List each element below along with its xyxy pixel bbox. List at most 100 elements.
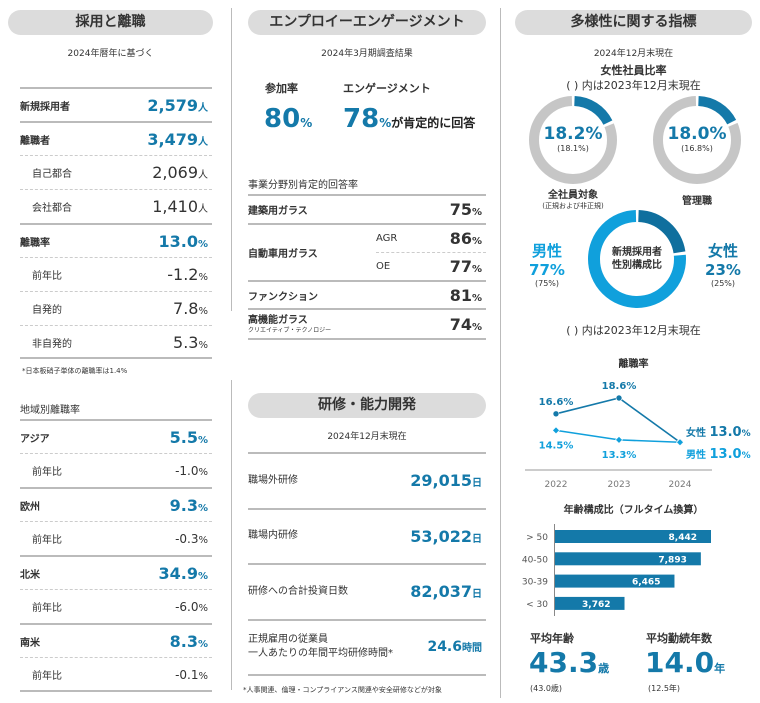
line-chart-title: 離職率 — [618, 359, 649, 370]
x-tick-label: 2023 — [608, 480, 631, 490]
hiring-row: 前年比 -1.2% — [20, 257, 212, 291]
engagement-value: 78%が肯定的に回答 — [343, 104, 476, 134]
all-employees-donut-ring — [529, 96, 617, 184]
region-yoy-row: 前年比 -1.0% — [20, 453, 212, 487]
row-label: アジア — [20, 433, 50, 445]
region-table: アジア 5.5% 前年比 -1.0% 欧州 9.3% 前年比 -0.3% 北米 34.9% 前年比 -… — [20, 419, 212, 691]
hiring-row: 会社都合 1,410人 — [20, 189, 212, 223]
male-ratio: 男性 77% (75%) — [529, 242, 565, 288]
end-label: 男性 13.0% — [686, 447, 751, 462]
row-value: 13.0% — [158, 231, 208, 251]
row-value: -1.0% — [175, 463, 208, 478]
row-label: 欧州 — [20, 501, 40, 513]
bar — [555, 530, 711, 543]
row-value: 2,069人 — [152, 163, 208, 182]
row-label: 離職者 — [20, 135, 50, 147]
prev-note: ( ) 内は2023年12月末現在 — [566, 79, 701, 92]
x-tick-label: 2022 — [545, 480, 568, 490]
business-table: 建築用ガラス 75% 自動車用ガラス AGR 86% OE 77% ファンクション 81… — [248, 194, 486, 340]
section-title-diversity: 多様性に関する指標 — [515, 10, 752, 35]
hiring-row: 離職率 13.0% — [20, 223, 212, 257]
training-subtitle: 2024年12月末現在 — [327, 432, 407, 442]
avg-age-value: 43.3歳 — [529, 646, 610, 679]
data-point — [552, 410, 560, 418]
category-label: > 50 — [526, 533, 548, 543]
training-row: 職場外研修 29,015日 — [248, 452, 486, 508]
participation-label: 参加率 — [265, 82, 298, 95]
row-auto: 自動車用ガラス AGR 86% OE 77% — [248, 223, 486, 280]
bar — [555, 596, 625, 610]
age-bar-chart: 8,442 > 50 7,893 40-50 6,465 30-39 3,762 < 30 — [522, 524, 711, 616]
training-note: *人事関連、倫理・コンプライアンス関連や安全研修などが対象 — [243, 686, 442, 694]
row-label: 自己都合 — [32, 169, 72, 180]
row-label: 前年比 — [32, 271, 62, 282]
row-value: 24.6時間 — [427, 639, 482, 656]
region-row: 南米 8.3% — [20, 623, 212, 657]
end-label: 女性 13.0% — [686, 425, 751, 440]
engagement-label: エンゲージメント — [343, 82, 431, 95]
region-yoy-row: 前年比 -0.3% — [20, 521, 212, 555]
section-title-hiring: 採用と離職 — [8, 10, 213, 35]
row-label: 南米 — [20, 637, 40, 649]
row-label: 非自発的 — [32, 339, 72, 350]
avg-tenure-prev: (12.5年) — [648, 684, 681, 693]
avg-age-prev: (43.0歳) — [530, 684, 563, 693]
region-row: 北米 34.9% — [20, 555, 212, 589]
management-label: 管理職 — [682, 196, 712, 207]
row-label: 正規雇用の従業員 一人あたりの年間平均研修時間* — [248, 634, 393, 660]
row-label: 研修への合計投資日数 — [248, 585, 348, 597]
row-value: -6.0% — [175, 599, 208, 614]
row-value: -1.2% — [167, 265, 208, 284]
hiring-row: 離職者 3,479人 — [20, 121, 212, 155]
data-label: 16.6% — [539, 397, 574, 408]
row-value: 82,037日 — [410, 582, 482, 602]
bar-value-label: 6,465 — [632, 578, 660, 588]
row-value: 53,022日 — [410, 526, 482, 546]
new-hires-center: 新規採用者 性別構成比 — [612, 247, 662, 271]
row-value: 34.9% — [158, 563, 208, 583]
divider — [248, 674, 486, 676]
row-technical-glass: 高機能ガラス クリエイティブ・テクノロジー 74% — [248, 308, 486, 340]
bar-value-label: 7,893 — [658, 555, 686, 565]
row-label: 前年比 — [32, 671, 62, 682]
participation-value: 80% — [264, 104, 313, 134]
series-line-female — [555, 397, 681, 443]
row-value: -0.3% — [175, 531, 208, 546]
hiring-table: 新規採用者 2,579人離職者 3,479人自己都合 2,069人会社都合 1,410人… — [20, 87, 212, 359]
business-table-title: 事業分野別肯定的回答率 — [248, 180, 358, 191]
region-title: 地域別離職率 — [20, 405, 80, 416]
hiring-row: 新規採用者 2,579人 — [20, 87, 212, 121]
new-hires-donut-ring — [588, 210, 686, 308]
row-value: 7.8% — [173, 299, 208, 318]
data-label: 18.6% — [602, 381, 637, 392]
row-value: 5.5% — [169, 427, 208, 447]
row-value: 3,479人 — [147, 129, 208, 149]
row-label: 前年比 — [32, 603, 62, 614]
column-divider — [231, 8, 232, 311]
avg-tenure-label: 平均勤続年数 — [646, 632, 712, 645]
row-value: 29,015日 — [410, 471, 482, 491]
column-divider — [231, 380, 232, 690]
hiring-row: 自己都合 2,069人 — [20, 155, 212, 189]
row-label: 前年比 — [32, 467, 62, 478]
divider — [20, 357, 212, 359]
management-donut-ring — [653, 96, 741, 184]
hiring-note: *日本板硝子単体の離職率は1.4% — [22, 367, 128, 375]
female-ratio-title: 女性社員比率 — [600, 64, 667, 77]
row-label: 自発的 — [32, 305, 62, 316]
row-label: 前年比 — [32, 535, 62, 546]
row-label: 職場内研修 — [248, 530, 298, 542]
engagement-subtitle: 2024年3月期調査結果 — [321, 49, 413, 59]
bar — [555, 552, 701, 566]
training-row: 正規雇用の従業員 一人あたりの年間平均研修時間* 24.6時間 — [248, 618, 486, 675]
row-building: 建築用ガラス 75% — [248, 194, 486, 223]
data-point — [552, 426, 560, 435]
data-point — [615, 394, 623, 402]
bar-chart-title: 年齢構成比（フルタイム換算） — [563, 505, 704, 516]
bar-value-label: 3,762 — [582, 600, 610, 610]
turnover-line-chart: 2022 2023 2024 16.6% 18.6% 女性 13.0% 14.5% 13.3%… — [525, 381, 751, 490]
region-row: 欧州 9.3% — [20, 487, 212, 521]
data-point — [615, 435, 623, 444]
region-yoy-row: 前年比 -0.1% — [20, 657, 212, 691]
row-value: 2,579人 — [147, 95, 208, 115]
